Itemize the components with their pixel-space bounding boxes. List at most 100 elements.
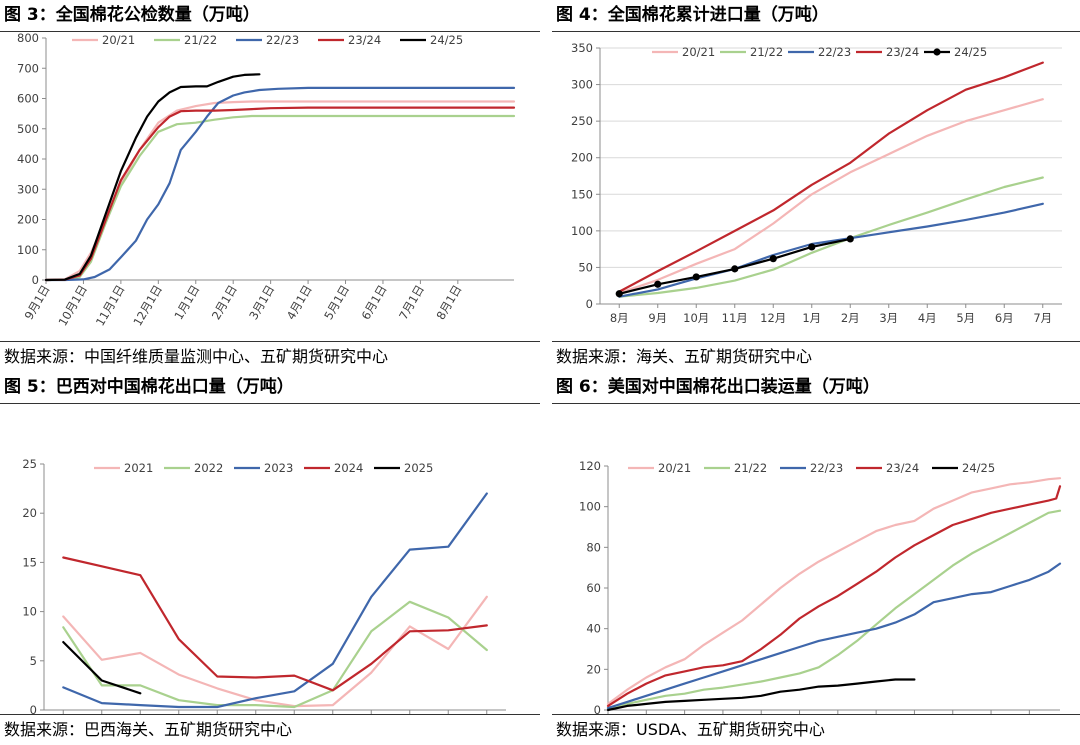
- x-tick-label: 9月1日: [22, 283, 53, 323]
- y-tick-label: 400: [17, 152, 39, 166]
- divider: [552, 341, 1080, 342]
- y-tick-label: 15: [22, 555, 37, 569]
- series-line: [44, 86, 516, 282]
- legend-label: 2023: [264, 461, 293, 475]
- chart-title: 图 4：全国棉花累计进口量（万吨）: [556, 5, 829, 25]
- y-tick-label: 700: [17, 61, 39, 75]
- divider: [552, 403, 1080, 404]
- series-line: [606, 509, 1062, 710]
- chart-brazil-exports: 05101520251月2月3月4月5月6月7月8月9月10月11月12月202…: [22, 457, 506, 714]
- legend-label: 2021: [124, 461, 153, 475]
- panel-cotton-imports: 图 4：全国棉花累计进口量（万吨） 0 50 100 150 200 250 300 350 8…: [552, 0, 1080, 372]
- y-tick-label: 10: [22, 605, 37, 619]
- divider: [0, 714, 540, 715]
- legend-label: 23/24: [348, 33, 381, 47]
- y-tick-label: 0: [32, 273, 39, 287]
- y-tick-label: 0: [586, 297, 593, 311]
- series-line: [618, 202, 1044, 298]
- legend-label: 20/21: [682, 45, 715, 59]
- series-line: [606, 562, 1062, 710]
- y-tick-label: 20: [22, 506, 37, 520]
- y-tick-label: 250: [571, 114, 593, 128]
- x-tick-label: 5月: [956, 311, 975, 325]
- series-line: [606, 678, 916, 712]
- series-line: [62, 641, 142, 695]
- x-tick-label: 3月: [879, 311, 898, 325]
- x-tick-label: 1月1日: [171, 283, 202, 323]
- series-line: [44, 114, 516, 282]
- legend-marker: [933, 48, 941, 56]
- x-tick-label: 3月1日: [246, 283, 277, 323]
- x-tick-label: 2月1日: [209, 283, 240, 323]
- divider: [0, 403, 540, 404]
- series-line: [618, 61, 1044, 293]
- y-tick-label: 600: [17, 92, 39, 106]
- x-tick-label: 2月: [841, 311, 860, 325]
- series-line: [618, 176, 1044, 298]
- legend-label: 22/23: [810, 461, 843, 475]
- legend-label: 24/25: [954, 45, 987, 59]
- x-tick-label: 12月: [760, 311, 786, 325]
- x-tick-label: 7月1日: [396, 283, 427, 323]
- y-tick-label: 25: [22, 457, 37, 471]
- y-tick-label: 100: [579, 500, 601, 514]
- chart-us-shipments: 0204060801001208/39/310/311/312/31/32/33…: [579, 459, 1062, 714]
- series-line: [618, 98, 1044, 295]
- divider: [552, 714, 1080, 715]
- y-tick-label: 60: [586, 581, 601, 595]
- x-tick-label: 6月1日: [359, 283, 390, 323]
- x-tick-label: 7月: [1033, 311, 1052, 325]
- y-tick-label: 120: [579, 459, 601, 473]
- series-line: [62, 556, 488, 692]
- x-tick-label: 12月1日: [130, 283, 165, 329]
- y-tick-label: 200: [571, 151, 593, 165]
- y-tick-label: 100: [571, 224, 593, 238]
- divider: [552, 31, 1080, 32]
- data-point: [731, 265, 739, 273]
- legend-label: 2025: [404, 461, 433, 475]
- x-tick-label: 9月: [648, 311, 667, 325]
- data-point: [654, 280, 662, 288]
- legend-label: 20/21: [102, 33, 135, 47]
- x-tick-label: 11月: [722, 311, 748, 325]
- x-tick-label: 4月1日: [284, 283, 315, 323]
- data-point: [615, 290, 623, 298]
- x-tick-label: 8月: [610, 311, 629, 325]
- y-tick-label: 100: [17, 243, 39, 257]
- panel-us-shipments: 图 6：美国对中国棉花出口装运量（万吨） 0204060801001208/39…: [552, 372, 1080, 745]
- chart-source: 数据来源：海关、五矿期货研究中心: [556, 347, 813, 366]
- divider: [0, 341, 540, 342]
- series-line: [44, 106, 516, 282]
- y-tick-label: 300: [571, 78, 593, 92]
- x-tick-label: 11月1日: [93, 283, 128, 329]
- chart-title: 图 3：全国棉花公检数量（万吨）: [4, 5, 260, 25]
- x-tick-label: 6月: [995, 311, 1014, 325]
- chart-source: 数据来源：巴西海关、五矿期货研究中心: [4, 720, 293, 739]
- y-tick-label: 800: [17, 32, 39, 45]
- legend-label: 24/25: [430, 33, 463, 47]
- x-tick-label: 8月1日: [433, 283, 464, 323]
- x-tick-label: 1月: [802, 311, 821, 325]
- panel-cotton-inspection: 图 3：全国棉花公检数量（万吨） 0 100 200 300 400 500 600 700 8…: [0, 0, 540, 372]
- data-point: [692, 273, 700, 281]
- series-line: [606, 485, 1062, 707]
- chart-cotton-imports: 0 50 100 150 200 250 300 350 8月 9月 10月 11月 12月 1月 2月 3月…: [571, 41, 1062, 325]
- y-tick-label: 5: [30, 654, 37, 668]
- legend-label: 22/23: [266, 33, 299, 47]
- series-line: [44, 73, 261, 282]
- y-tick-label: 40: [586, 622, 601, 636]
- legend-label: 2024: [334, 461, 363, 475]
- series-line: [606, 477, 1062, 705]
- legend-label: 22/23: [818, 45, 851, 59]
- x-tick-label: 5月1日: [321, 283, 352, 323]
- legend-label: 2022: [194, 461, 223, 475]
- y-tick-label: 20: [586, 662, 601, 676]
- legend-label: 20/21: [658, 461, 691, 475]
- x-tick-label: 10月1日: [55, 283, 90, 329]
- chart-title: 图 6：美国对中国棉花出口装运量（万吨）: [556, 377, 880, 397]
- data-point: [808, 243, 816, 251]
- y-tick-label: 150: [571, 187, 593, 201]
- x-tick-label: 4月: [918, 311, 937, 325]
- chart-title: 图 5：巴西对中国棉花出口量（万吨）: [4, 377, 294, 397]
